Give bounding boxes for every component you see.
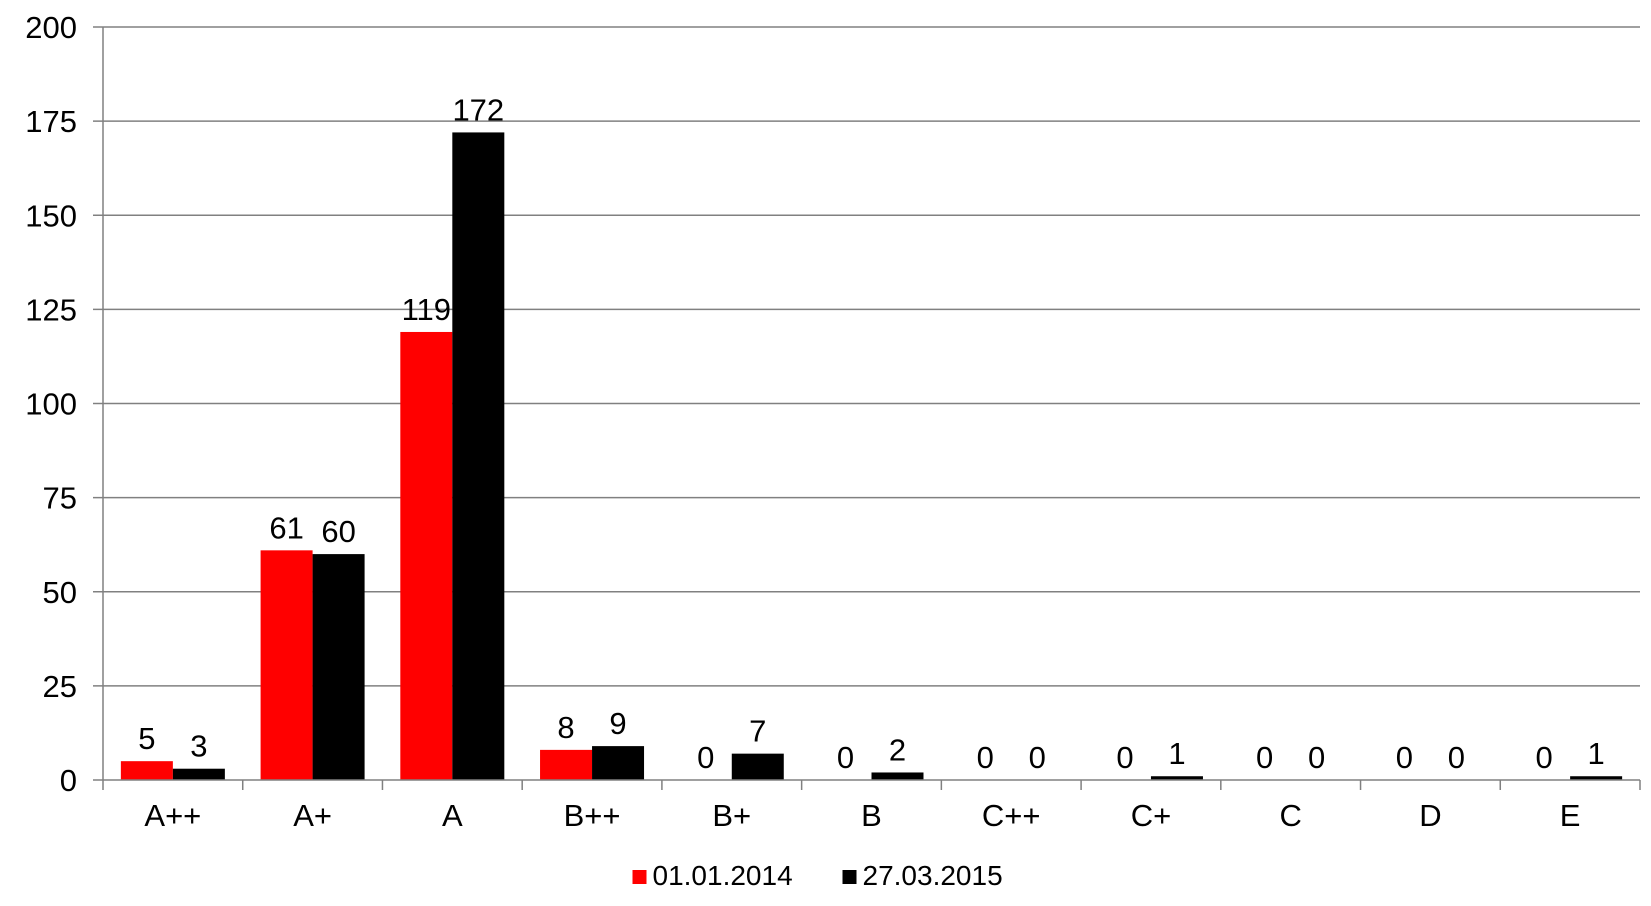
data-label: 119 [402, 292, 451, 327]
legend-swatch [632, 870, 647, 884]
bar-A-01.01.2014 [400, 331, 453, 780]
y-tick-label: 175 [25, 104, 77, 139]
data-label: 0 [1396, 740, 1413, 775]
x-tick-label: E [1560, 798, 1581, 833]
data-label: 0 [1448, 740, 1465, 775]
data-label: 172 [452, 92, 504, 127]
x-tick-label: B+ [712, 798, 751, 833]
y-tick-label: 150 [25, 198, 77, 233]
x-tick-label: C++ [982, 798, 1041, 833]
bar-B++-01.01.2014 [540, 749, 593, 780]
bars [120, 132, 1623, 781]
data-label: 0 [1536, 740, 1553, 775]
data-label: 0 [697, 740, 714, 775]
bar-A++-01.01.2014 [120, 761, 173, 780]
y-tick-label: 200 [25, 10, 77, 45]
x-tick-label: D [1419, 798, 1441, 833]
data-label: 9 [609, 706, 626, 741]
bar-A+-27.03.2015 [312, 554, 365, 780]
bar-A+-01.01.2014 [260, 550, 313, 780]
bar-B+-27.03.2015 [731, 753, 784, 780]
bar-A++-27.03.2015 [172, 768, 225, 780]
legend-label: 27.03.2015 [863, 860, 1003, 891]
data-label: 0 [1256, 740, 1273, 775]
data-label: 3 [190, 729, 207, 764]
data-label: 60 [321, 514, 355, 549]
bar-B-27.03.2015 [871, 772, 924, 780]
y-tick-label: 0 [60, 763, 77, 798]
x-tick-label: B [861, 798, 882, 833]
x-tick-label: A++ [144, 798, 201, 833]
data-label: 0 [977, 740, 994, 775]
y-tick-label: 25 [43, 669, 77, 704]
x-tick-label: C+ [1131, 798, 1172, 833]
x-tick-label: B++ [564, 798, 621, 833]
bar-A-27.03.2015 [452, 132, 505, 781]
y-tick-label: 100 [25, 387, 77, 422]
bar-B++-27.03.2015 [592, 746, 645, 780]
legend-label: 01.01.2014 [653, 860, 793, 891]
y-tick-label: 75 [43, 481, 77, 516]
data-label: 0 [1308, 740, 1325, 775]
data-label: 0 [837, 740, 854, 775]
data-label: 0 [1029, 740, 1046, 775]
y-tick-label: 50 [43, 575, 77, 610]
data-label: 7 [749, 714, 766, 749]
legend: 01.01.2014 27.03.2015 [632, 860, 1003, 891]
legend-swatch [842, 870, 857, 884]
y-tick-label: 125 [25, 292, 77, 327]
data-label: 5 [138, 721, 155, 756]
data-label: 1 [1588, 736, 1605, 771]
data-label: 1 [1168, 736, 1185, 771]
bar-C+-27.03.2015 [1150, 776, 1203, 780]
data-label: 61 [269, 510, 303, 545]
x-tick-label: A+ [293, 798, 332, 833]
bar-E-27.03.2015 [1570, 776, 1623, 780]
x-tick-label: C [1279, 798, 1301, 833]
data-label: 0 [1116, 740, 1133, 775]
data-label: 2 [889, 732, 906, 767]
data-label: 8 [557, 710, 574, 745]
x-tick-label: A [442, 798, 463, 833]
